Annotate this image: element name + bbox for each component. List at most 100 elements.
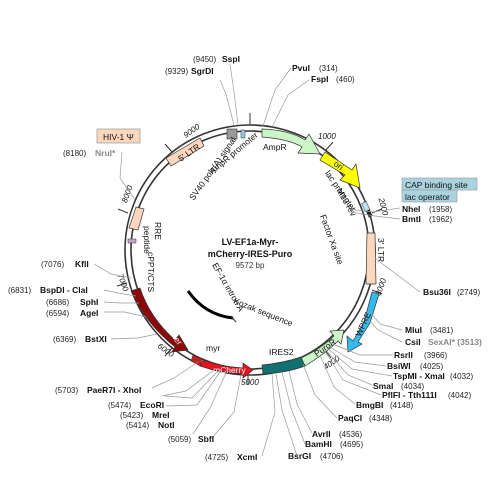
wpre-feature[interactable] <box>346 291 380 353</box>
site-pos-tspmi: (4032) <box>450 372 473 381</box>
tick-label-1000: 1000 <box>318 132 336 141</box>
site-name-rsrii[interactable]: RsrII <box>394 350 413 360</box>
site-pos-rsrii: (3966) <box>424 351 447 360</box>
ltr3-label: 3' LTR <box>376 238 386 262</box>
site-pos-kfli: (7076) <box>41 260 64 269</box>
site-name-bsu36i[interactable]: Bsu36I <box>423 287 451 297</box>
site-pos-ecori: (5474) <box>108 401 131 410</box>
site-pos-pflfi: (4042) <box>448 391 471 400</box>
ampr-label: AmpR <box>263 142 287 152</box>
site-pos-sphi: (6686) <box>46 298 69 307</box>
site-name-bspdi[interactable]: BspDI - ClaI <box>40 285 88 295</box>
rre-label: RRE <box>153 222 163 240</box>
plasmid-name-line2: mCherry-IRES-Puro <box>208 249 293 259</box>
site-pos-mrei: (5423) <box>120 411 143 420</box>
site-name-sspi[interactable]: SspI <box>222 54 240 64</box>
ef1a-intron-arc <box>186 290 234 320</box>
site-pos-avrii: (4536) <box>339 430 362 439</box>
ampr-promoter-feature[interactable] <box>226 128 238 140</box>
small-blue-feature <box>240 129 246 139</box>
site-name-bamhi[interactable]: BamHI <box>305 439 332 449</box>
site-name-ecori[interactable]: EcoRI <box>140 400 164 410</box>
ires2-feature[interactable] <box>261 356 306 375</box>
site-leaders <box>93 63 421 457</box>
site-pos-paer7i: (5703) <box>55 386 78 395</box>
site-name-fspi[interactable]: FspI <box>311 74 328 84</box>
site-pos-sgrdi: (9329) <box>165 67 188 76</box>
ori-feature[interactable] <box>319 151 361 189</box>
lac-operator-label: lac operator <box>405 192 450 202</box>
site-name-sbfi[interactable]: SbfI <box>198 434 214 444</box>
site-name-avrii[interactable]: AvrII <box>312 429 331 439</box>
hiv-psi-label: HIV-1 Ψ <box>103 132 134 142</box>
site-name-bmgbi[interactable]: BmgBI <box>356 400 383 410</box>
ef1a-promoter-feature[interactable] <box>130 287 189 353</box>
tick-label-9000: 9000 <box>182 122 202 140</box>
plasmid-name-line1: LV-EF1a-Myr- <box>222 237 279 247</box>
mcherry-label: mCherry <box>213 365 246 375</box>
site-name-tspmi[interactable]: TspMI - XmaI <box>393 371 445 381</box>
site-name-kfli[interactable]: KflI <box>75 259 89 269</box>
site-pos-sspi: (9450) <box>193 55 216 64</box>
site-name-noti[interactable]: NotI <box>158 420 175 430</box>
site-name-sgrdi[interactable]: SgrDI <box>191 66 214 76</box>
site-name-xcmi[interactable]: XcmI <box>237 452 257 462</box>
site-name-nrui[interactable]: NruI* <box>95 148 116 158</box>
site-pos-bstxi: (6369) <box>53 335 76 344</box>
site-pos-agei: (6594) <box>46 309 69 318</box>
myr-label: myr <box>206 343 220 353</box>
site-name-paer7i[interactable]: PaeR7I - XhoI <box>87 385 141 395</box>
tick-label-2000: 2000 <box>376 196 390 217</box>
site-pos-fspi: (460) <box>336 75 355 84</box>
ires2-label: IRES2 <box>269 347 294 357</box>
site-name-bstxi[interactable]: BstXI <box>85 334 107 344</box>
site-pos-bsu36i: (2749) <box>457 288 480 297</box>
site-name-csii[interactable]: CsiI <box>405 337 421 347</box>
mcherry-feature[interactable] <box>199 359 254 379</box>
myr-feature[interactable] <box>190 354 203 367</box>
ltr5-feature[interactable] <box>165 137 205 167</box>
cap-binding-label: CAP binding site <box>405 180 468 190</box>
cppt-label: cPPT/CTS <box>146 252 156 292</box>
cppt-feature[interactable] <box>127 238 137 244</box>
site-pos-csii: SexAI* (3513) <box>428 337 482 347</box>
site-name-paqci[interactable]: PaqCI <box>338 413 362 423</box>
site-name-smai[interactable]: SmaI <box>373 381 393 391</box>
site-name-bsrgi[interactable]: BsrGI <box>288 451 311 461</box>
site-name-pvui[interactable]: PvuI <box>292 63 310 73</box>
ampr-feature[interactable] <box>261 128 321 155</box>
site-pos-pvui: (314) <box>319 64 338 73</box>
hiv-psi-box <box>96 128 141 144</box>
plasmid-length: 9572 bp <box>236 261 265 270</box>
factor-xa-label: Factor Xa site <box>318 213 345 266</box>
site-pos-bsrgi: (4706) <box>320 452 343 461</box>
tick-label-8000: 8000 <box>120 184 135 204</box>
site-pos-nrui: (8180) <box>63 149 86 158</box>
lac-operator-box <box>401 189 458 203</box>
site-name-sphi[interactable]: SphI <box>80 297 98 307</box>
site-pos-bmgbi: (4148) <box>390 401 413 410</box>
site-name-agei[interactable]: AgeI <box>80 308 98 318</box>
wpre-label: WPRE <box>353 310 373 338</box>
site-pos-sbfi: (5059) <box>168 435 191 444</box>
site-pos-bspdi: (6831) <box>8 286 31 295</box>
site-pos-bsiwi: (4025) <box>420 362 443 371</box>
rre-feature[interactable] <box>128 206 145 231</box>
site-name-mlui[interactable]: MluI <box>405 325 422 335</box>
site-pos-bamhi: (4695) <box>340 440 363 449</box>
puror-feature[interactable] <box>300 329 345 367</box>
site-name-pflfi[interactable]: PflFI - Tth111I <box>382 390 437 400</box>
tick-label-5000: 5000 <box>241 378 259 387</box>
site-name-nhei[interactable]: NheI <box>402 204 420 214</box>
site-name-mrei[interactable]: MreI <box>152 410 169 420</box>
site-name-bmti[interactable]: BmtI <box>402 214 421 224</box>
kozak-marker <box>230 315 237 323</box>
site-pos-smai: (4034) <box>401 382 424 391</box>
site-pos-paqci: (4348) <box>369 414 392 423</box>
site-pos-noti: (5414) <box>126 421 149 430</box>
site-pos-xcmi: (4725) <box>205 453 228 462</box>
site-pos-bmti: (1962) <box>429 215 452 224</box>
site-name-bsiwi[interactable]: BsiWI <box>387 361 411 371</box>
ltr3-feature[interactable] <box>365 232 377 285</box>
